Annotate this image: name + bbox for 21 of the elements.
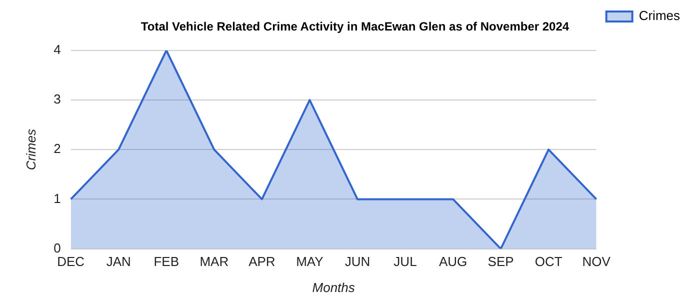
x-tick-label: MAY (296, 254, 324, 270)
x-axis-title: Months (312, 280, 356, 295)
y-tick-label: 3 (54, 92, 61, 107)
chart-title: Total Vehicle Related Crime Activity in MacEwan Glen as of November 2024 (140, 20, 570, 34)
y-tick-label: 0 (54, 240, 61, 256)
y-tick-label: 4 (54, 42, 61, 57)
y-tick-label: 1 (54, 190, 61, 206)
x-tick-label: NOV (582, 254, 611, 270)
x-tick-label: DEC (57, 254, 85, 270)
x-tick-label: AUG (438, 254, 468, 270)
x-tick-label: SEP (488, 254, 514, 270)
y-axis-title: Crimes (23, 128, 38, 170)
x-tick-label: APR (248, 254, 276, 270)
x-tick-label: JAN (106, 254, 131, 270)
x-tick-label: JUL (394, 254, 417, 270)
x-tick-label: OCT (534, 254, 562, 270)
y-tick-label: 2 (54, 141, 61, 156)
x-tick-label: JUN (344, 254, 370, 270)
legend-label: Crimes (638, 8, 680, 24)
x-tick-label: MAR (200, 254, 229, 270)
x-tick-label: FEB (154, 254, 180, 270)
